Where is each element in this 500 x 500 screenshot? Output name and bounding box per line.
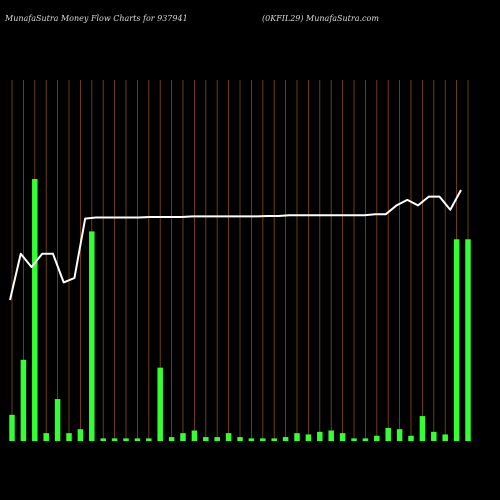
bar — [66, 433, 72, 441]
bar — [294, 433, 300, 441]
bar — [260, 438, 266, 441]
line-series — [9, 189, 462, 301]
bar — [453, 239, 460, 441]
bar — [317, 431, 323, 441]
bar — [54, 399, 61, 441]
bar — [305, 434, 312, 441]
chart-title-left: MunafaSutra Money Flow Charts for 937941 — [5, 14, 188, 23]
chart-title-right: (0KFIL29) MunafaSutra.com — [262, 14, 379, 23]
bar — [157, 367, 163, 441]
bar — [465, 239, 471, 441]
bar — [282, 437, 289, 441]
bar — [362, 438, 369, 441]
bar — [203, 437, 209, 441]
bar — [214, 437, 220, 441]
bar — [191, 430, 198, 441]
bar — [431, 431, 437, 441]
bar-series — [9, 179, 471, 441]
bar — [374, 435, 380, 441]
bar — [442, 434, 448, 441]
bar — [351, 438, 357, 441]
bar — [271, 438, 277, 441]
bar — [328, 430, 334, 441]
bar — [100, 438, 106, 441]
bar — [419, 416, 426, 441]
bar — [134, 438, 141, 441]
bar — [89, 231, 95, 441]
bar — [111, 438, 118, 441]
bar — [20, 359, 27, 441]
bar — [146, 438, 152, 441]
bar — [123, 438, 129, 441]
line-path — [9, 189, 462, 301]
bar — [32, 179, 38, 441]
bar — [339, 433, 346, 441]
bar — [9, 414, 15, 441]
bar — [225, 433, 232, 441]
bar — [43, 433, 49, 441]
bar — [77, 429, 84, 441]
bar — [396, 429, 403, 441]
bar — [248, 438, 255, 441]
bar — [408, 435, 414, 441]
bar — [385, 427, 391, 441]
bar — [180, 433, 186, 441]
grid-lines — [11, 80, 469, 441]
bar — [168, 437, 175, 441]
bar — [237, 437, 243, 441]
